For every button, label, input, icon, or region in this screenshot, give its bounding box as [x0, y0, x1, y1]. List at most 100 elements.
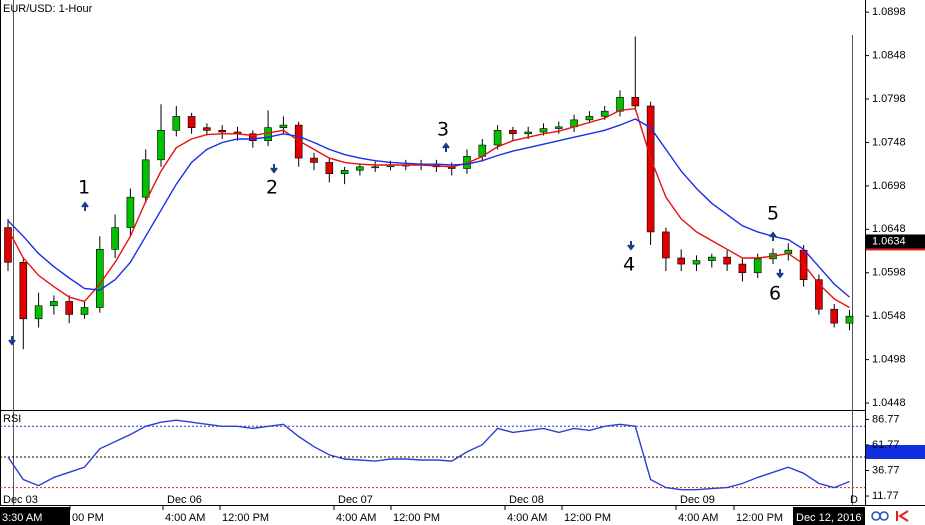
y-tick-label: 61.77	[872, 439, 900, 451]
annotation: 3	[437, 119, 449, 141]
candle-body	[554, 126, 563, 129]
x-tick-label: 12:00 PM	[222, 512, 269, 524]
candle-body	[34, 305, 43, 320]
candle-body	[524, 131, 533, 135]
x-tick-label: 12:00 PM	[393, 512, 440, 524]
signal-arrow	[769, 231, 777, 241]
candle-body	[340, 169, 349, 175]
candle-body	[264, 127, 272, 142]
candle-body	[692, 260, 701, 265]
x-tick-label: 4:00 AM	[678, 512, 718, 524]
x-tick-label: Dec 08	[509, 494, 544, 506]
candle-body	[249, 133, 257, 142]
annotation: 5	[767, 203, 779, 225]
annotation: 6	[769, 283, 781, 305]
candle-body	[19, 262, 28, 320]
x-label-highlight	[0, 507, 70, 525]
candle-body	[815, 279, 823, 310]
x-tick-label: 4:00 AM	[165, 512, 205, 524]
y-tick-label: 1.0798	[872, 93, 906, 105]
candle-body	[600, 110, 609, 117]
candle-body	[753, 258, 762, 274]
y-tick-label: 1.0648	[872, 223, 906, 235]
x-tick-label: 3:30 AM	[2, 512, 42, 524]
x-tick-label: 00 PM	[72, 512, 104, 524]
line	[7, 419, 850, 491]
candle-body	[631, 96, 640, 107]
y-tick-label: 1.0898	[872, 6, 906, 18]
candle-body	[662, 231, 670, 259]
y-tick-label: 1.0848	[872, 49, 906, 61]
candle-body	[707, 256, 716, 261]
x-label-highlight	[793, 507, 865, 525]
candle-body	[539, 128, 548, 133]
x-tick-label: 4:00 AM	[507, 512, 547, 524]
candle-body	[723, 256, 731, 265]
signal-arrow	[8, 336, 16, 346]
y-tick-label: 11.77	[872, 490, 899, 502]
candle-body	[4, 227, 12, 263]
x-tick-label: Dec 07	[338, 494, 373, 506]
y-tick-label: 1.0598	[872, 267, 906, 279]
icon[interactable]	[896, 510, 909, 522]
panel-title: RSI	[3, 413, 21, 425]
candle-body	[677, 257, 686, 265]
candle-body	[65, 301, 73, 315]
candle-body	[493, 129, 502, 146]
candle-body	[187, 116, 196, 128]
candle-body	[830, 308, 839, 324]
annotation: 4	[623, 254, 635, 276]
x-tick-label: Dec 06	[167, 494, 202, 506]
candle-body	[126, 196, 135, 228]
candle-body	[371, 166, 380, 169]
x-tick-label: 4:00 AM	[336, 512, 376, 524]
x-tick-label: Dec 12, 2016	[796, 512, 861, 524]
price-box	[866, 234, 925, 249]
x-tick-label: 12:00 PM	[736, 512, 783, 524]
x-tick-label: Dec 09	[680, 494, 715, 506]
signal-arrow	[776, 269, 784, 279]
line	[7, 118, 850, 298]
candle-body	[325, 162, 334, 175]
chart-title: EUR/USD: 1-Hour	[3, 3, 93, 15]
signal-arrow	[270, 164, 278, 174]
annotation: 1	[78, 177, 90, 199]
candle-body	[172, 116, 181, 131]
y-tick-label: 1.0748	[872, 136, 906, 148]
candle-body	[203, 127, 211, 131]
y-tick-label: 1.0498	[872, 354, 906, 366]
signal-arrow	[81, 201, 89, 211]
candle-body	[279, 124, 288, 128]
candle-body	[157, 129, 165, 161]
candle-body	[509, 129, 517, 135]
price-label: 1.0634	[872, 235, 906, 247]
signal-arrow	[627, 241, 635, 251]
icon[interactable]	[879, 511, 889, 521]
candle-body	[646, 105, 655, 233]
line	[7, 107, 850, 309]
y-tick-label: 86.77	[872, 413, 900, 425]
rsi-value-box	[866, 445, 925, 459]
candle-body	[50, 301, 58, 307]
candle-body	[356, 166, 364, 171]
candle-body	[616, 96, 624, 112]
candle-body	[111, 227, 119, 250]
candle-body	[141, 159, 150, 198]
candle-body	[96, 249, 104, 308]
annotation: 2	[266, 177, 278, 199]
candle-body	[738, 263, 747, 274]
y-tick-label: 1.0548	[872, 310, 906, 322]
candle-body	[585, 116, 594, 121]
candle-body	[294, 124, 303, 159]
y-tick-label: 1.0698	[872, 180, 906, 192]
y-tick-label: 1.0448	[872, 397, 906, 409]
candle-body	[845, 315, 854, 324]
candle-body	[80, 307, 89, 315]
y-tick-label: 36.77	[872, 464, 900, 476]
x-tick-label: D	[850, 494, 858, 506]
x-tick-label: Dec 03	[3, 494, 38, 506]
toolbar-icons[interactable]	[871, 510, 909, 522]
